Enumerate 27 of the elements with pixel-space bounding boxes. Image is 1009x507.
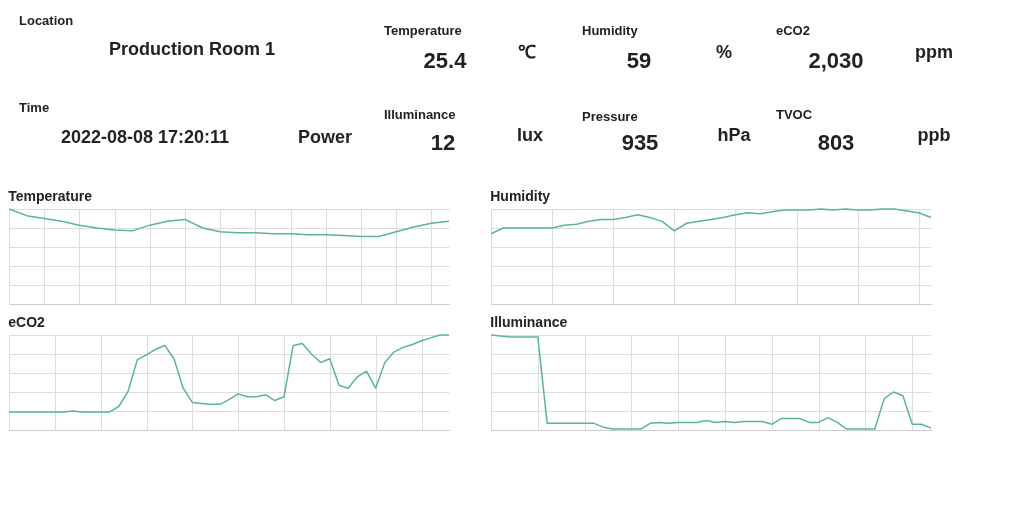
chart-title: Illuminance <box>490 314 568 331</box>
text: Location <box>19 13 74 29</box>
text: Humidity <box>582 22 639 38</box>
text: 803 <box>817 130 855 156</box>
text: lux <box>516 125 544 146</box>
chart-title: Temperature <box>8 188 93 205</box>
text: Pressure <box>582 108 638 124</box>
text: Temperature <box>384 22 462 38</box>
text: 935 <box>621 130 659 156</box>
chart-title: eCO2 <box>8 314 46 331</box>
text: 2022-08-08 17:20:11 <box>60 127 230 148</box>
text: ppm <box>915 42 953 63</box>
text: hPa <box>717 125 752 146</box>
text: Illuminance <box>384 106 456 122</box>
text: ppb <box>917 125 951 146</box>
text: % <box>715 42 733 63</box>
text: Production Room 1 <box>109 38 275 59</box>
text: 12 <box>430 130 456 156</box>
text: Time <box>19 100 50 116</box>
text: eCO2 <box>776 22 810 38</box>
text: 25.4 <box>423 47 468 73</box>
text: TVOC <box>776 106 813 122</box>
chart-title: Humidity <box>490 188 551 205</box>
text: 59 <box>626 47 652 73</box>
text: Power <box>297 127 353 148</box>
text: 2,030 <box>808 47 864 73</box>
text: ℃ <box>518 42 536 63</box>
